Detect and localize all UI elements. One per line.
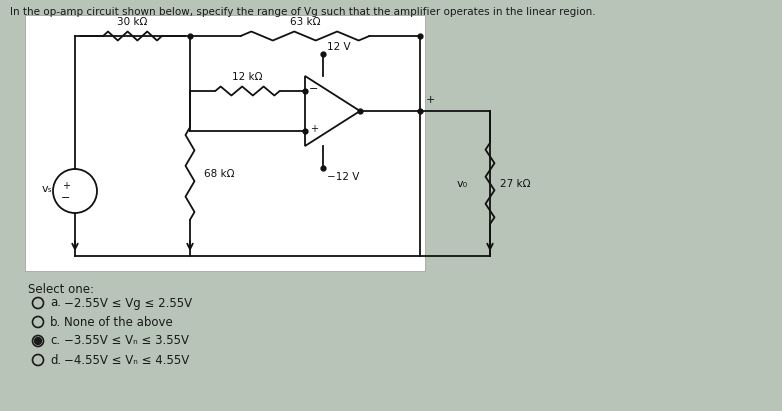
FancyBboxPatch shape xyxy=(25,15,425,271)
Text: None of the above: None of the above xyxy=(64,316,173,328)
Text: −: − xyxy=(310,84,319,94)
Text: d.: d. xyxy=(50,353,61,367)
Text: −12 V: −12 V xyxy=(327,172,360,182)
Text: b.: b. xyxy=(50,316,61,328)
Text: vₛ: vₛ xyxy=(41,184,52,194)
Text: −3.55V ≤ Vₙ ≤ 3.55V: −3.55V ≤ Vₙ ≤ 3.55V xyxy=(64,335,189,347)
Circle shape xyxy=(34,337,41,344)
Text: +: + xyxy=(426,95,436,105)
Text: 12 V: 12 V xyxy=(327,42,350,52)
Text: In the op-amp circuit shown below, specify the range of Vg such that the amplifi: In the op-amp circuit shown below, speci… xyxy=(10,7,596,17)
Text: +: + xyxy=(62,181,70,191)
Text: Select one:: Select one: xyxy=(28,283,94,296)
Text: v₀: v₀ xyxy=(457,178,468,189)
Text: a.: a. xyxy=(50,296,61,309)
Text: 63 kΩ: 63 kΩ xyxy=(290,17,321,27)
Text: 68 kΩ: 68 kΩ xyxy=(204,169,235,178)
Text: −2.55V ≤ Vg ≤ 2.55V: −2.55V ≤ Vg ≤ 2.55V xyxy=(64,296,192,309)
Text: 30 kΩ: 30 kΩ xyxy=(117,17,148,27)
Text: c.: c. xyxy=(50,335,60,347)
Text: −4.55V ≤ Vₙ ≤ 4.55V: −4.55V ≤ Vₙ ≤ 4.55V xyxy=(64,353,189,367)
Text: 12 kΩ: 12 kΩ xyxy=(232,72,263,82)
Text: 27 kΩ: 27 kΩ xyxy=(500,178,530,189)
Text: −: − xyxy=(61,193,70,203)
Text: +: + xyxy=(310,124,318,134)
